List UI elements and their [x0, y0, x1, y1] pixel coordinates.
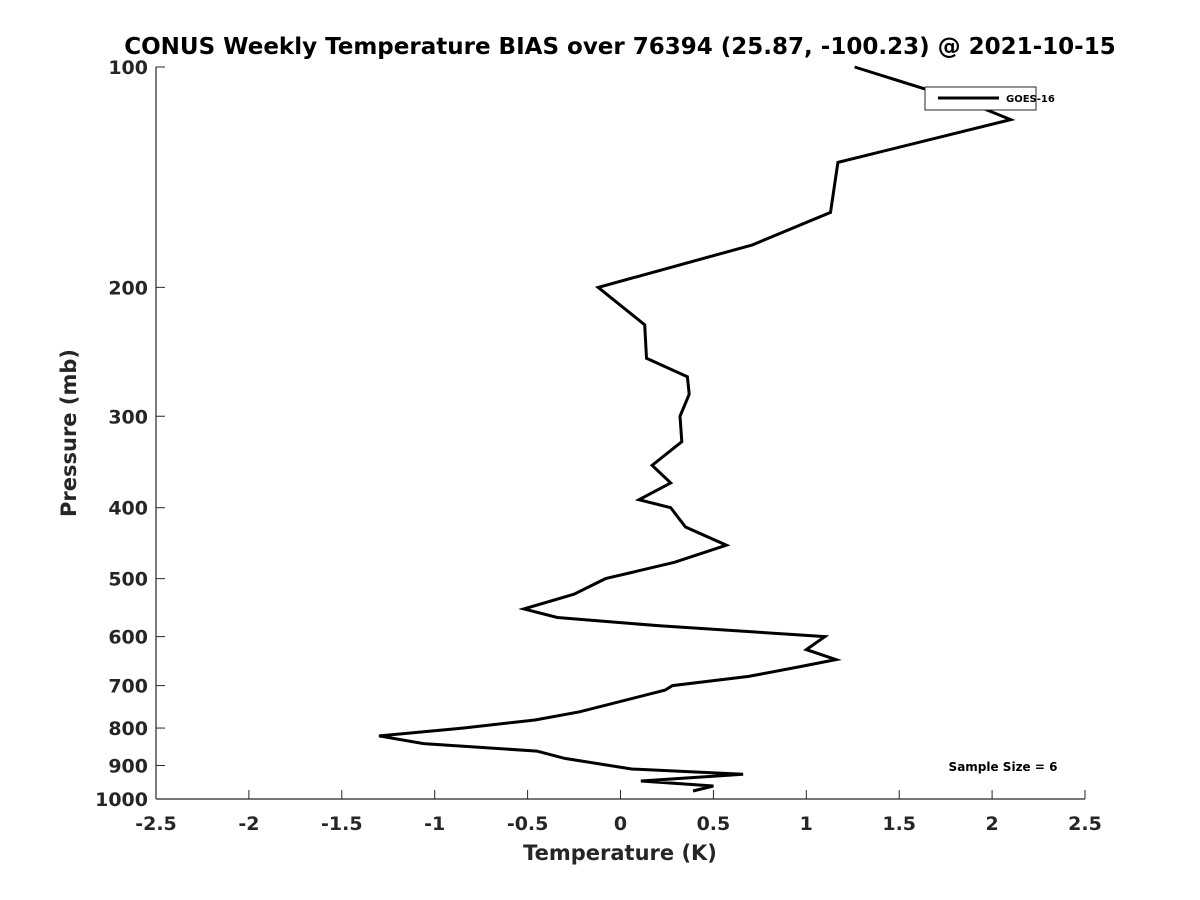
x-tick-label: -2.5	[135, 813, 177, 835]
legend-entry-goes-16: GOES-16	[1006, 94, 1055, 105]
y-tick-label: 100	[108, 57, 148, 79]
series-line-goes-16	[378, 65, 1016, 793]
x-ticks: -2.5 -2 -1.5 -1 -0.5 0 0.5 1 1.5 2 2.5	[135, 790, 1102, 835]
y-ticks: 100 200 300 400 500 600 700 800 900 1000	[95, 57, 165, 811]
y-tick-label: 1000	[95, 789, 148, 811]
x-tick-label: -0.5	[507, 813, 549, 835]
y-tick-label: 200	[108, 277, 148, 299]
y-tick-label: 600	[108, 627, 148, 649]
x-tick-label: 2	[985, 813, 998, 835]
x-tick-label: 1.5	[882, 813, 916, 835]
x-tick-label: -2	[238, 813, 259, 835]
x-tick-label: 2.5	[1068, 813, 1102, 835]
x-axis-label: Temperature (K)	[523, 841, 717, 865]
y-tick-label: 400	[108, 498, 148, 520]
y-tick-label: 300	[108, 406, 148, 428]
x-tick-label: 1	[800, 813, 813, 835]
series-group	[378, 65, 1016, 793]
y-tick-label: 500	[108, 569, 148, 591]
plot-axes	[155, 67, 1085, 800]
y-tick-label: 900	[108, 756, 148, 778]
x-tick-label: -1	[424, 813, 445, 835]
x-tick-label: -1.5	[321, 813, 363, 835]
y-tick-label: 700	[108, 676, 148, 698]
y-tick-label: 800	[108, 718, 148, 740]
x-tick-label: 0	[614, 813, 627, 835]
legend: GOES-16	[924, 86, 1055, 111]
y-axis-label: Pressure (mb)	[57, 349, 81, 517]
chart-title: CONUS Weekly Temperature BIAS over 76394…	[124, 34, 1115, 60]
sample-size-annotation: Sample Size = 6	[949, 760, 1058, 774]
x-tick-label: 0.5	[697, 813, 731, 835]
